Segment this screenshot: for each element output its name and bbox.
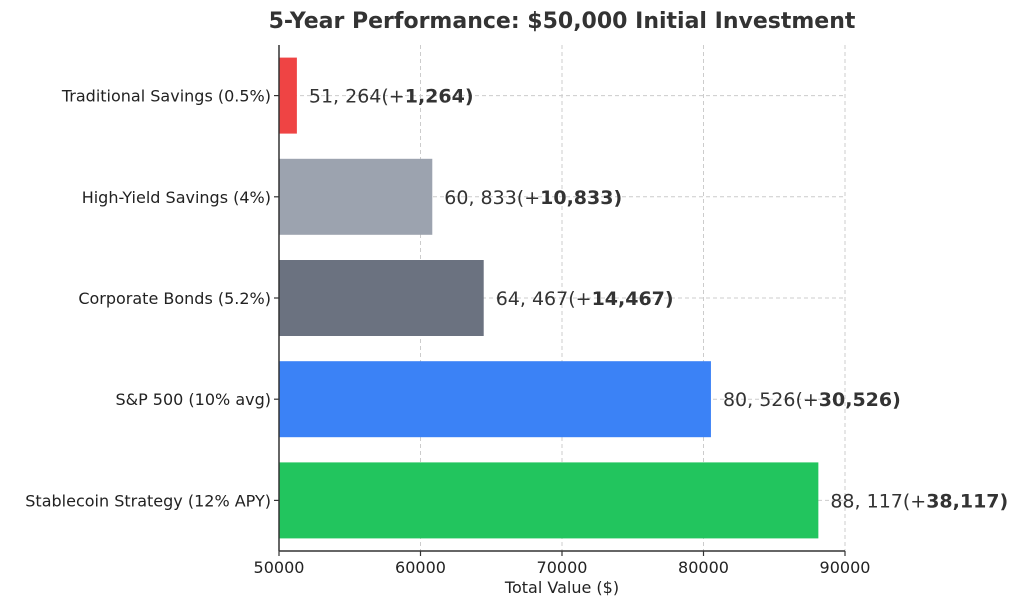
data-label-value: 60, 833(+ — [444, 187, 540, 209]
bar — [279, 158, 433, 235]
x-tick-label: 90000 — [820, 558, 871, 577]
chart-title: 5-Year Performance: $50,000 Initial Inve… — [269, 9, 856, 34]
x-tick-label: 50000 — [254, 558, 305, 577]
x-tick-label: 80000 — [678, 558, 729, 577]
x-axis-label: Total Value ($) — [504, 578, 619, 597]
data-label-gain: 10,833) — [540, 187, 622, 209]
data-label-gain: 38,117) — [926, 490, 1008, 512]
data-label: 88, 117(+38,117) — [830, 490, 1008, 512]
x-tick-label: 60000 — [395, 558, 446, 577]
category-label: Corporate Bonds (5.2%) — [78, 289, 271, 308]
bar — [279, 361, 711, 438]
data-label-gain: 30,526) — [819, 389, 901, 411]
labels: Traditional Savings (0.5%) 51, 264(+1,264… — [25, 86, 1008, 577]
data-label: 80, 526(+30,526) — [723, 389, 901, 411]
data-label-value: 80, 526(+ — [723, 389, 819, 411]
data-label: 64, 467(+14,467) — [496, 288, 674, 310]
bar — [279, 57, 297, 134]
category-label: Stablecoin Strategy (12% APY) — [25, 491, 271, 510]
data-label-value: 51, 264(+ — [309, 86, 405, 108]
data-label-gain: 14,467) — [592, 288, 674, 310]
x-tick-label: 70000 — [537, 558, 588, 577]
data-label-value: 88, 117(+ — [830, 490, 926, 512]
bars — [279, 57, 819, 539]
bar — [279, 462, 819, 539]
data-label-gain: 1,264) — [405, 86, 474, 108]
data-label: 51, 264(+1,264) — [309, 86, 474, 108]
category-label: Traditional Savings (0.5%) — [61, 87, 271, 106]
category-label: High-Yield Savings (4%) — [82, 188, 271, 207]
data-label: 60, 833(+10,833) — [444, 187, 622, 209]
data-label-value: 64, 467(+ — [496, 288, 592, 310]
category-label: S&P 500 (10% avg) — [115, 390, 271, 409]
axes — [274, 45, 846, 556]
bar — [279, 260, 484, 336]
